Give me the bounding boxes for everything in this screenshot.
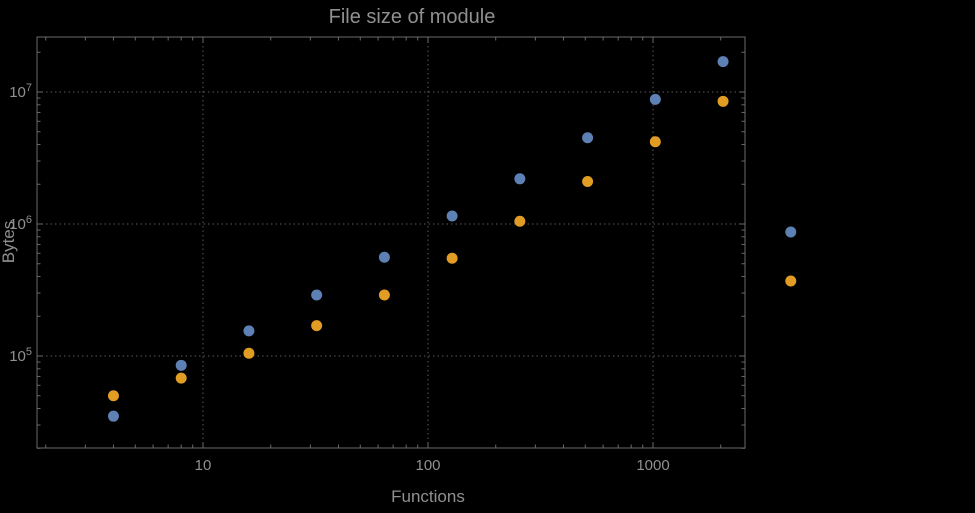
x-tick-label: 10 xyxy=(195,457,212,474)
x-axis-label: Functions xyxy=(391,487,465,506)
data-point-series-2-orange xyxy=(243,347,255,359)
data-point-series-1-blue xyxy=(649,93,661,105)
data-point-series-2-orange xyxy=(582,175,594,187)
data-point-series-2-orange xyxy=(514,215,526,227)
data-point-series-1-blue xyxy=(785,226,797,238)
data-point-series-1-blue xyxy=(311,289,323,301)
data-point-series-2-orange xyxy=(649,136,661,148)
data-point-series-2-orange xyxy=(311,320,323,332)
data-point-series-1-blue xyxy=(107,410,119,422)
data-point-series-2-orange xyxy=(446,252,458,264)
y-tick-label: 106 xyxy=(9,214,32,233)
data-point-series-2-orange xyxy=(107,390,119,402)
data-point-series-2-orange xyxy=(175,372,187,384)
data-point-series-2-orange xyxy=(717,95,729,107)
y-tick-label: 105 xyxy=(9,346,32,365)
data-point-series-1-blue xyxy=(243,325,255,337)
plot-layers: 10 100 1000 105 106 107 xyxy=(9,36,797,474)
data-point-series-1-blue xyxy=(175,359,187,371)
x-tick-label: 100 xyxy=(415,457,440,474)
data-point-series-1-blue xyxy=(514,173,526,185)
y-tick-label: 107 xyxy=(9,82,32,101)
data-point-series-1-blue xyxy=(446,210,458,222)
data-point-series-2-orange xyxy=(378,289,390,301)
data-point-series-1-blue xyxy=(717,56,729,68)
data-point-series-1-blue xyxy=(582,132,594,144)
data-point-series-1-blue xyxy=(378,251,390,263)
y-axis-label: Bytes xyxy=(0,221,18,264)
plot-frame xyxy=(36,36,746,449)
chart-title: File size of module xyxy=(329,6,496,28)
x-tick-label: 1000 xyxy=(636,457,669,474)
data-point-series-2-orange xyxy=(785,275,797,287)
